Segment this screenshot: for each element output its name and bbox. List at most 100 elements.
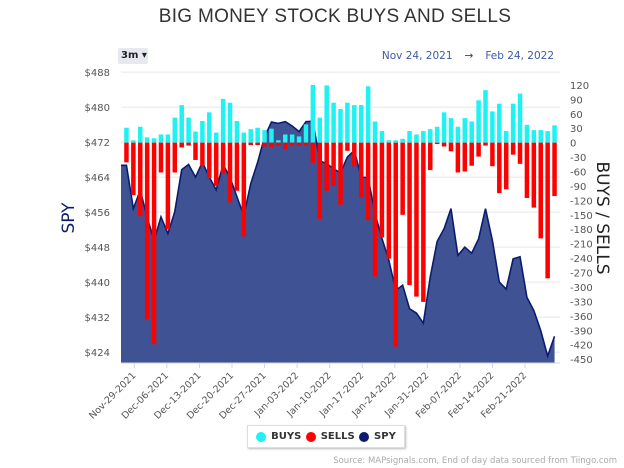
left-tick-label: $424 (85, 348, 110, 359)
buys-bar (524, 124, 530, 143)
buys-bar (317, 117, 323, 143)
sells-bar (276, 142, 281, 146)
sells-bar (241, 142, 247, 237)
buys-bar (186, 117, 191, 143)
buys-bar (310, 84, 316, 143)
legend-item-sells[interactable]: SELLS (305, 431, 355, 442)
sells-bar (352, 142, 357, 167)
sells-bar (186, 142, 191, 146)
buys-bar (241, 132, 247, 143)
spy-dot-icon (359, 431, 370, 442)
right-tick-label: -360 (570, 312, 593, 323)
caret-down-icon: ▾ (141, 50, 147, 61)
sells-bar (407, 142, 412, 286)
right-tick-label: -150 (570, 211, 593, 222)
sells-bar (207, 142, 212, 179)
sells-bar (151, 142, 157, 345)
date-from[interactable]: Nov 24, 2021 (381, 50, 453, 62)
buys-bar (462, 118, 468, 143)
right-tick-label: -270 (570, 269, 593, 280)
buys-bar (400, 138, 405, 143)
sells-bar (172, 142, 178, 173)
sells-bar (200, 142, 205, 167)
left-tick-label: $480 (85, 103, 110, 114)
sells-bar (462, 142, 468, 172)
sells-bar (248, 142, 253, 146)
sells-bar (213, 142, 219, 186)
left-axis-title: SPY (59, 202, 79, 234)
left-tick-label: $448 (85, 243, 110, 254)
range-select-button[interactable]: 3m ▾ (118, 48, 148, 64)
buys-bar (269, 128, 274, 143)
sells-bar (220, 142, 226, 174)
sells-bar (469, 142, 474, 166)
left-axis: $488 $480 $472 $464 $456 $448 $440 $432 $424 (85, 68, 110, 359)
sells-bar (144, 142, 150, 320)
legend-label: SELLS (320, 431, 355, 442)
sells-bar (324, 142, 329, 191)
buys-bar (331, 102, 336, 143)
buys-bar (289, 134, 295, 143)
sells-bar (552, 142, 557, 197)
sells-bar (165, 142, 171, 230)
sells-bar (331, 142, 336, 186)
buys-bar (144, 137, 150, 143)
sells-bar (393, 142, 398, 347)
sells-bar (483, 142, 488, 146)
x-axis: Nov-29-2021Dec-06-2021Dec-13-2021Dec-20-… (87, 362, 560, 422)
sells-bar (358, 142, 364, 198)
right-tick-label: -30 (570, 153, 586, 164)
buys-bar (531, 130, 537, 143)
sells-bar (179, 142, 184, 148)
legend: BUYS SELLS SPY (247, 425, 405, 448)
buys-bar (393, 140, 398, 143)
left-tick-label: $440 (85, 278, 110, 289)
right-tick-label: -450 (570, 355, 593, 366)
sells-bar (138, 142, 143, 217)
buys-bar (131, 140, 136, 143)
date-to[interactable]: Feb 24, 2022 (485, 50, 554, 62)
right-tick-label: -420 (570, 341, 593, 352)
sells-bar (289, 142, 295, 146)
spy-area (121, 121, 555, 363)
sells-bar (158, 142, 164, 173)
buys-bar (234, 120, 240, 143)
buys-bar (517, 93, 523, 143)
sells-bar (497, 142, 502, 194)
buys-bar (248, 129, 253, 143)
sells-bar (227, 142, 233, 203)
buys-bar (179, 105, 184, 143)
right-tick-label: 30 (570, 124, 583, 135)
buys-bar (428, 129, 433, 143)
sells-bar (317, 142, 323, 220)
left-tick-label: $488 (85, 68, 110, 79)
right-tick-label: -60 (570, 168, 586, 179)
right-tick-label: -240 (570, 254, 593, 265)
buys-bar (207, 112, 212, 143)
buys-bar (124, 127, 129, 143)
sells-bar (365, 142, 371, 221)
date-range: Nov 24, 2021 → Feb 24, 2022 (378, 50, 558, 62)
right-tick-label: -120 (570, 196, 593, 207)
right-tick-label: 0 (570, 139, 576, 150)
right-tick-label: 90 (570, 95, 583, 106)
buys-bar (200, 120, 205, 143)
sells-bar (379, 142, 385, 238)
buys-bar (345, 102, 350, 143)
sells-bar (372, 142, 378, 277)
source-note: Source: MAPsignals.com, End of day data … (333, 456, 617, 466)
buys-bar (510, 103, 516, 143)
sells-bar (538, 142, 543, 239)
sells-bar (441, 142, 447, 147)
sells-bar (303, 142, 309, 146)
sells-bar (517, 142, 523, 164)
legend-item-buys[interactable]: BUYS (256, 431, 301, 442)
sells-bar (234, 142, 240, 191)
legend-item-spy[interactable]: SPY (359, 431, 396, 442)
spy-line (121, 120, 556, 359)
sells-bar (269, 142, 274, 147)
buys-bar (497, 103, 502, 143)
buys-bar (421, 131, 426, 143)
sells-bar (400, 142, 405, 215)
buys-bar (414, 134, 419, 143)
